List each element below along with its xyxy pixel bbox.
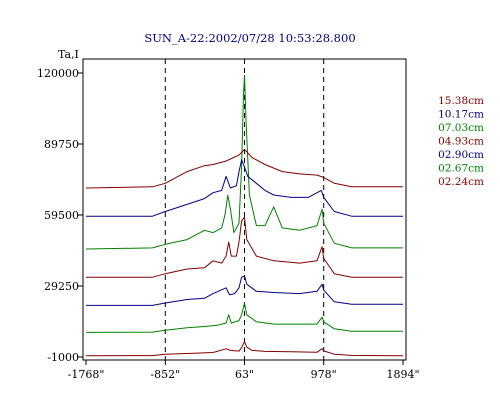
series-line-02.90cm [86,275,403,306]
series-line-02.67cm [85,302,403,333]
series-line-02.24cm [85,341,404,357]
y-tick-label: -1000 [47,351,79,364]
series-line-04.93cm [86,216,403,278]
x-tick-label: 978" [311,368,337,381]
y-tick-label: 89750 [44,138,79,151]
legend-entry: 02.24cm [438,176,484,188]
legend-entry: 10.17cm [438,109,484,121]
series-line-10.17cm [86,159,403,217]
x-axis-ticks: -1768" -852" 63" 978" 1894" [68,360,420,381]
y-tick-label: 29250 [44,280,79,293]
y-axis-label: Ta,I [58,48,79,61]
legend-entry: 15.38cm [438,95,484,107]
series-line-07.03cm [85,74,403,250]
x-tick-label: 63" [235,368,254,381]
x-tick-label: -852" [150,368,180,381]
plot-frame [82,58,407,361]
series-line-15.38cm [85,148,403,189]
series-lines [85,74,404,357]
legend-entry: 02.67cm [438,163,484,175]
y-axis-ticks: -1000 29250 59500 89750 120000 [37,67,83,364]
legend-entry: 04.93cm [438,136,484,148]
x-tick-label: -1768" [68,368,105,381]
legend-entry: 07.03cm [438,122,484,134]
y-tick-label: 59500 [44,209,79,222]
x-tick-label: 1894" [386,368,419,381]
y-tick-label: 120000 [37,67,79,80]
chart-title: SUN_A-22:2002/07/28 10:53:28.800 [144,31,355,45]
legend-entry: 02.90cm [438,149,484,161]
